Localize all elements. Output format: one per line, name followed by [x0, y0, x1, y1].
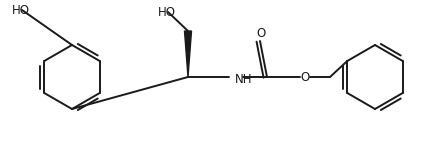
Text: O: O	[257, 26, 266, 39]
Text: NH: NH	[235, 73, 253, 86]
Polygon shape	[184, 31, 191, 77]
Text: HO: HO	[158, 6, 176, 19]
Text: O: O	[300, 71, 310, 84]
Text: HO: HO	[12, 4, 30, 17]
